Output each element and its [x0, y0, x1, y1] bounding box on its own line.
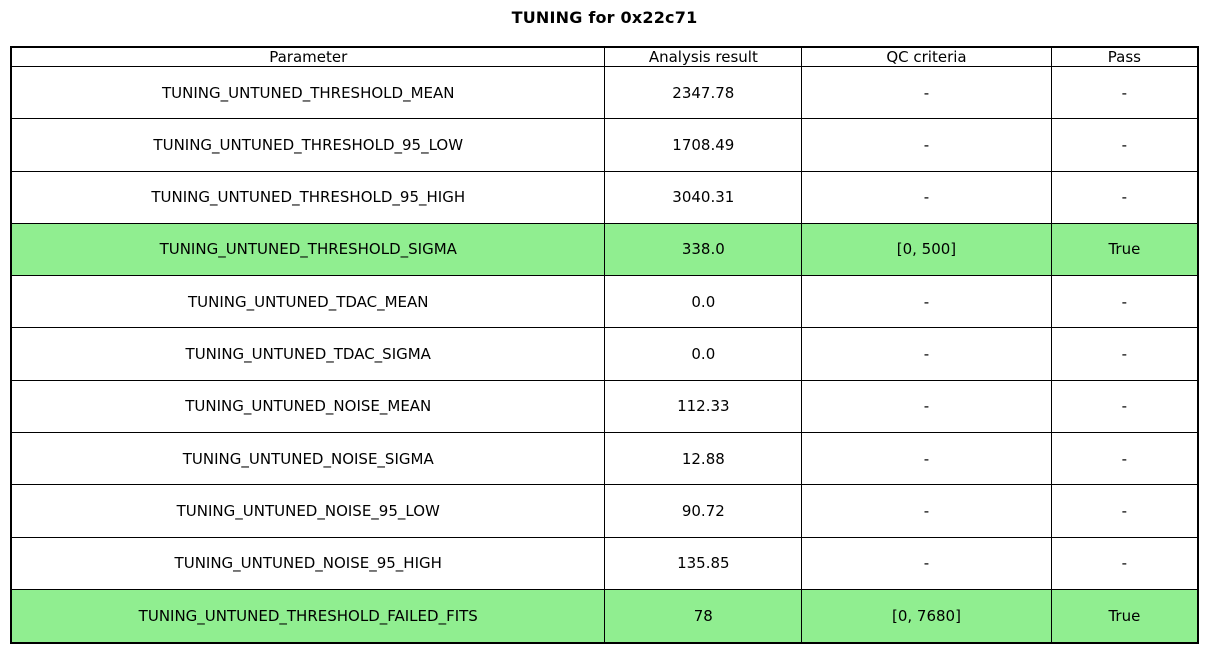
qc-criteria-cell: -	[801, 379, 1052, 433]
qc-criteria-cell: -	[801, 170, 1052, 224]
qc-criteria-cell: -	[801, 275, 1052, 329]
table-row: TUNING_UNTUNED_NOISE_95_HIGH 135.85 - -	[10, 536, 1199, 590]
result-cell: 112.33	[604, 379, 803, 433]
table-row: TUNING_UNTUNED_TDAC_MEAN 0.0 - -	[10, 275, 1199, 329]
result-cell: 0.0	[604, 275, 803, 329]
table-row: TUNING_UNTUNED_NOISE_95_LOW 90.72 - -	[10, 484, 1199, 538]
qc-criteria-cell: -	[801, 431, 1052, 486]
qc-criteria-cell: -	[801, 536, 1052, 590]
table-row-highlighted: TUNING_UNTUNED_THRESHOLD_FAILED_FITS 78 …	[10, 588, 1199, 644]
table-row: TUNING_UNTUNED_TDAC_SIGMA 0.0 - -	[10, 327, 1199, 381]
pass-cell: True	[1050, 222, 1199, 277]
pass-cell: True	[1050, 588, 1199, 644]
table-row-highlighted: TUNING_UNTUNED_THRESHOLD_SIGMA 338.0 [0,…	[10, 222, 1199, 277]
qc-criteria-cell: -	[801, 484, 1052, 538]
col-header-analysis-result: Analysis result	[604, 46, 803, 67]
qc-criteria-cell: -	[801, 118, 1052, 172]
parameter-cell: TUNING_UNTUNED_TDAC_MEAN	[10, 275, 606, 329]
result-cell: 3040.31	[604, 170, 803, 224]
result-cell: 90.72	[604, 484, 803, 538]
pass-cell: -	[1050, 431, 1199, 486]
result-cell: 338.0	[604, 222, 803, 277]
pass-cell: -	[1050, 170, 1199, 224]
col-header-pass: Pass	[1050, 46, 1199, 67]
pass-cell: -	[1050, 484, 1199, 538]
pass-cell: -	[1050, 536, 1199, 590]
col-header-qc-criteria: QC criteria	[801, 46, 1052, 67]
parameter-cell: TUNING_UNTUNED_NOISE_95_HIGH	[10, 536, 606, 590]
parameter-cell: TUNING_UNTUNED_THRESHOLD_95_LOW	[10, 118, 606, 172]
table-row: TUNING_UNTUNED_THRESHOLD_95_HIGH 3040.31…	[10, 170, 1199, 224]
header-row: Parameter Analysis result QC criteria Pa…	[10, 46, 1199, 67]
parameter-cell: TUNING_UNTUNED_NOISE_95_LOW	[10, 484, 606, 538]
pass-cell: -	[1050, 118, 1199, 172]
qc-criteria-cell: -	[801, 327, 1052, 381]
table-row: TUNING_UNTUNED_THRESHOLD_MEAN 2347.78 - …	[10, 65, 1199, 120]
result-cell: 78	[604, 588, 803, 644]
parameter-cell: TUNING_UNTUNED_NOISE_SIGMA	[10, 431, 606, 486]
table-row: TUNING_UNTUNED_NOISE_SIGMA 12.88 - -	[10, 431, 1199, 486]
result-cell: 1708.49	[604, 118, 803, 172]
tuning-qc-table: Parameter Analysis result QC criteria Pa…	[10, 46, 1199, 644]
pass-cell: -	[1050, 65, 1199, 120]
qc-criteria-cell: -	[801, 65, 1052, 120]
qc-criteria-cell: [0, 500]	[801, 222, 1052, 277]
result-cell: 12.88	[604, 431, 803, 486]
table-row: TUNING_UNTUNED_NOISE_MEAN 112.33 - -	[10, 379, 1199, 433]
parameter-cell: TUNING_UNTUNED_THRESHOLD_MEAN	[10, 65, 606, 120]
col-header-parameter: Parameter	[10, 46, 606, 67]
result-cell: 0.0	[604, 327, 803, 381]
parameter-cell: TUNING_UNTUNED_THRESHOLD_FAILED_FITS	[10, 588, 606, 644]
pass-cell: -	[1050, 379, 1199, 433]
figure-title: TUNING for 0x22c71	[511, 8, 698, 27]
pass-cell: -	[1050, 275, 1199, 329]
pass-cell: -	[1050, 327, 1199, 381]
parameter-cell: TUNING_UNTUNED_NOISE_MEAN	[10, 379, 606, 433]
parameter-cell: TUNING_UNTUNED_TDAC_SIGMA	[10, 327, 606, 381]
qc-criteria-cell: [0, 7680]	[801, 588, 1052, 644]
table-row: TUNING_UNTUNED_THRESHOLD_95_LOW 1708.49 …	[10, 118, 1199, 172]
result-cell: 135.85	[604, 536, 803, 590]
parameter-cell: TUNING_UNTUNED_THRESHOLD_95_HIGH	[10, 170, 606, 224]
result-cell: 2347.78	[604, 65, 803, 120]
parameter-cell: TUNING_UNTUNED_THRESHOLD_SIGMA	[10, 222, 606, 277]
